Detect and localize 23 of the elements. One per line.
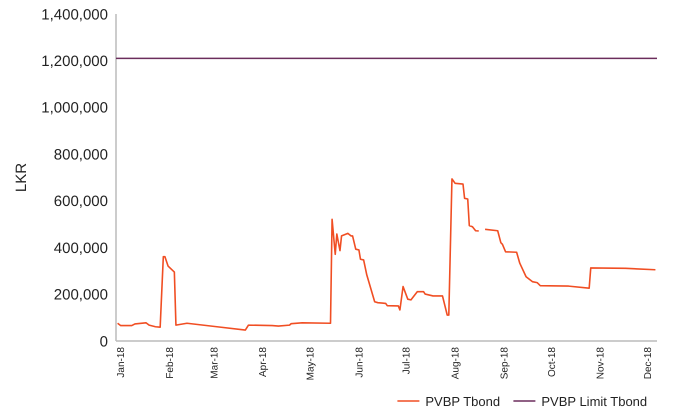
y-tick-label: 800,000 xyxy=(54,146,108,164)
y-tick-label: 1,400,000 xyxy=(41,6,108,24)
x-tick-label: Apr-18 xyxy=(258,346,270,378)
legend-label: PVBP Tbond xyxy=(425,394,500,409)
x-tick-label: Jan-18 xyxy=(116,346,128,378)
y-tick-label: 400,000 xyxy=(54,240,108,257)
y-tick-label: 0 xyxy=(100,333,108,350)
x-tick-label: Jul-18 xyxy=(402,346,413,374)
y-axis-title: LKR xyxy=(13,162,30,192)
y-tick-label: 1,200,000 xyxy=(41,52,108,70)
x-tick-label: Nov-18 xyxy=(596,346,607,380)
x-tick-label: Aug-18 xyxy=(450,346,462,380)
x-tick-label: Dec-18 xyxy=(643,346,654,380)
x-tick-label: May-18 xyxy=(306,346,317,380)
x-tick-label: Sep-18 xyxy=(500,346,511,380)
x-tick-label: Oct-18 xyxy=(546,346,558,378)
x-tick-label: Feb-18 xyxy=(165,346,176,379)
y-tick-label: 1,000,000 xyxy=(41,100,108,117)
x-tick-label: Mar-18 xyxy=(209,346,220,379)
x-tick-label: Jun-18 xyxy=(354,346,366,378)
y-tick-label: 600,000 xyxy=(54,193,108,210)
y-tick-label: 200,000 xyxy=(54,286,108,304)
legend-label: PVBP Limit Tbond xyxy=(541,394,648,409)
